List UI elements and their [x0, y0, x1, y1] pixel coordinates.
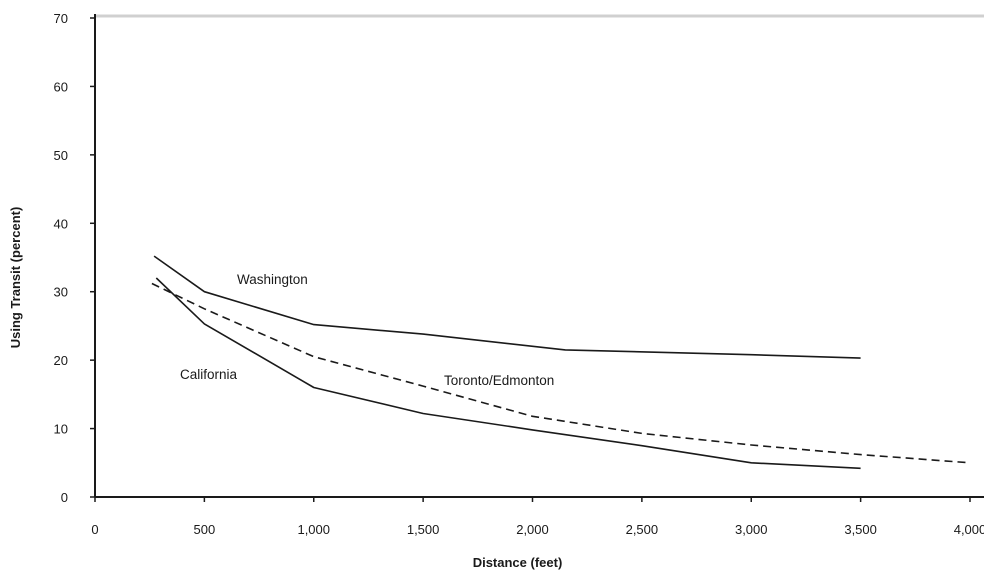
series-line-california — [155, 277, 861, 470]
x-tick-label: 2,000 — [516, 522, 549, 537]
y-tick-label: 10 — [54, 422, 68, 437]
x-tick-label: 2,500 — [626, 522, 659, 537]
y-tick-label: 60 — [54, 79, 68, 94]
x-tick-label: 3,500 — [844, 522, 877, 537]
series-labels: Washington California Toronto/Edmonton — [180, 272, 554, 388]
x-tick-label: 0 — [91, 522, 98, 537]
series-label-washington: Washington — [237, 272, 308, 287]
y-tick-label: 70 — [54, 11, 68, 26]
x-tick-label: 3,000 — [735, 522, 768, 537]
y-tick-label: 30 — [54, 285, 68, 300]
x-axis: 0 500 1,000 1,500 2,000 2,500 3,000 3,500 4,000 — [91, 496, 984, 537]
x-tick-label: 4,000 — [954, 522, 984, 537]
series-line-toronto-edmonton — [151, 282, 971, 464]
y-tick-label: 50 — [54, 148, 68, 163]
series-label-california: California — [180, 367, 238, 382]
y-tick-label: 0 — [61, 490, 68, 505]
x-axis-title: Distance (feet) — [473, 555, 563, 570]
y-axis-title: Using Transit (percent) — [8, 207, 23, 349]
x-tick-label: 1,500 — [407, 522, 440, 537]
series-label-toronto-edmonton: Toronto/Edmonton — [444, 373, 554, 388]
series-line-washington — [153, 255, 861, 359]
series-lines — [151, 255, 971, 470]
y-tick-label: 40 — [54, 216, 68, 231]
x-tick-label: 1,000 — [297, 522, 330, 537]
x-tick-label: 500 — [194, 522, 216, 537]
y-tick-label: 20 — [54, 353, 68, 368]
y-axis: 0 10 20 30 40 50 60 70 — [54, 11, 96, 505]
